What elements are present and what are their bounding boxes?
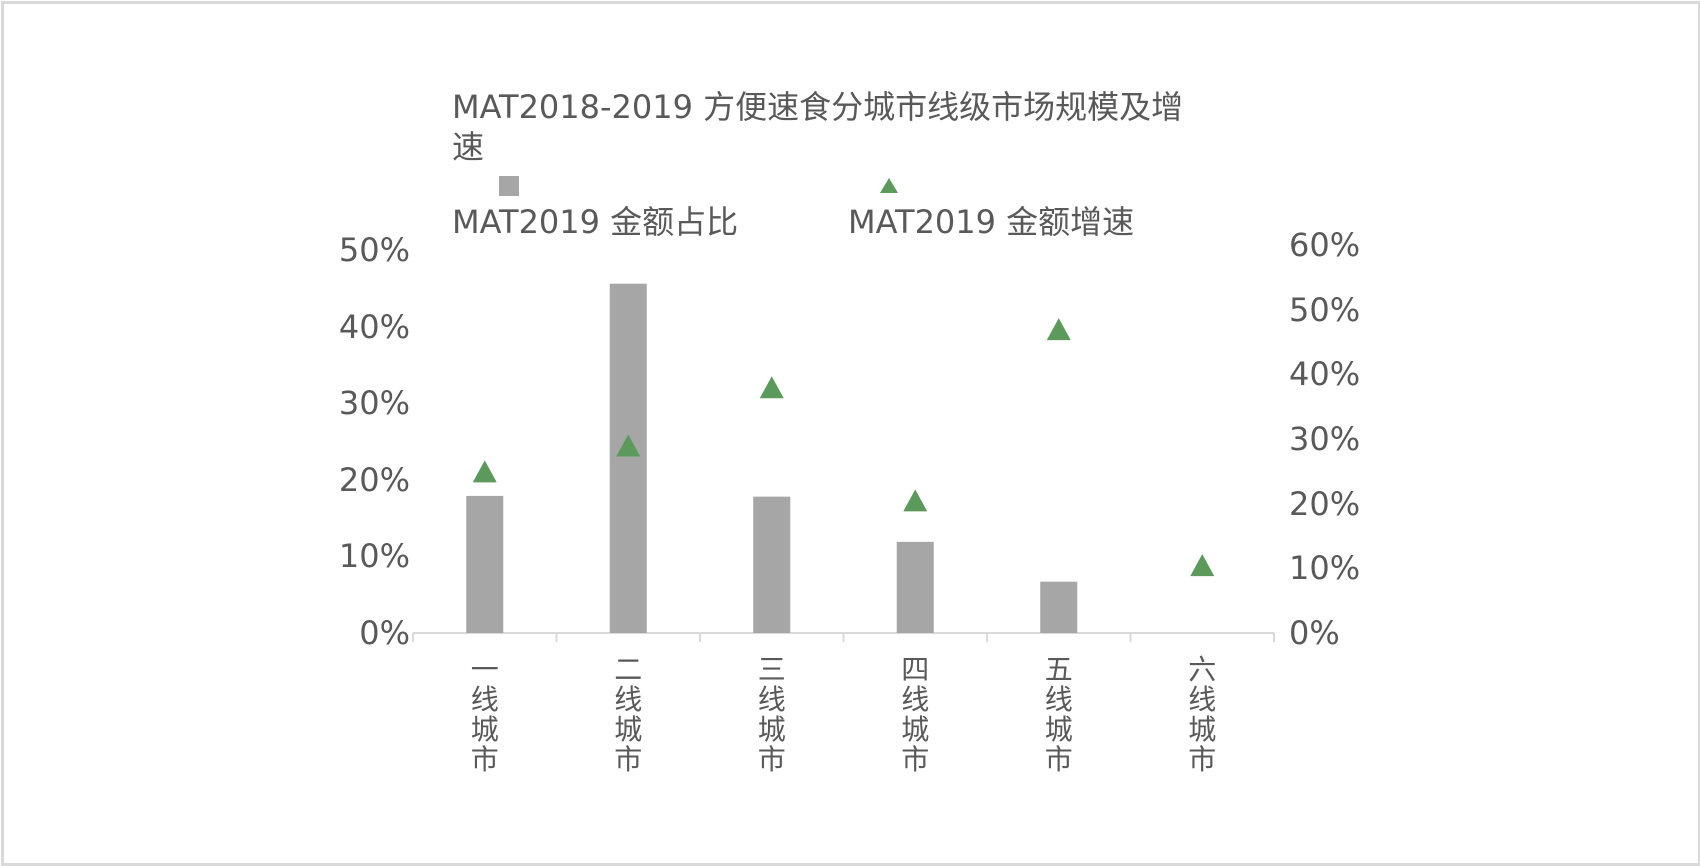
legend-bar-swatch [499, 176, 519, 196]
bar [1040, 581, 1078, 633]
category-label: 三线城市 [757, 653, 786, 776]
category-label: 二线城市 [614, 653, 643, 776]
chart-title: MAT2018-2019 方便速食分城市线级市场规模及增速 [452, 88, 1184, 166]
left-axis-tick-label: 30% [338, 384, 410, 423]
category-label: 四线城市 [901, 653, 930, 776]
left-axis-tick-label: 10% [338, 537, 410, 576]
category-label: 六线城市 [1188, 653, 1217, 776]
right-axis-tick-label: 10% [1289, 549, 1361, 588]
triangle-marker [1190, 554, 1215, 577]
left-axis-tick-label: 20% [338, 460, 410, 499]
right-axis-tick-label: 60% [1289, 226, 1361, 264]
triangle-marker [903, 489, 928, 512]
bar [896, 541, 934, 633]
category-label: 一线城市 [470, 653, 499, 776]
right-axis-tick-label: 50% [1289, 290, 1361, 329]
triangle-marker [472, 460, 497, 483]
right-axis-tick-label: 30% [1289, 420, 1361, 458]
triangle-marker [759, 376, 784, 399]
left-axis-tick-label: 50% [338, 231, 410, 269]
category-label: 五线城市 [1044, 653, 1073, 776]
bar [753, 496, 791, 633]
bar [466, 495, 504, 633]
left-axis-tick-label: 0% [359, 614, 410, 652]
left-axis-tick-label: 40% [338, 307, 410, 346]
bar [609, 283, 647, 633]
right-axis-tick-label: 40% [1289, 355, 1361, 394]
legend-bar-label: MAT2019 金额占比 [452, 203, 739, 241]
legend-triangle-label: MAT2019 金额增速 [848, 203, 1135, 241]
triangle-marker [1046, 318, 1071, 341]
right-axis-tick-label: 0% [1289, 614, 1340, 652]
legend-triangle-swatch [880, 178, 898, 193]
right-axis-tick-label: 20% [1289, 484, 1361, 523]
triangle-marker [616, 434, 641, 457]
